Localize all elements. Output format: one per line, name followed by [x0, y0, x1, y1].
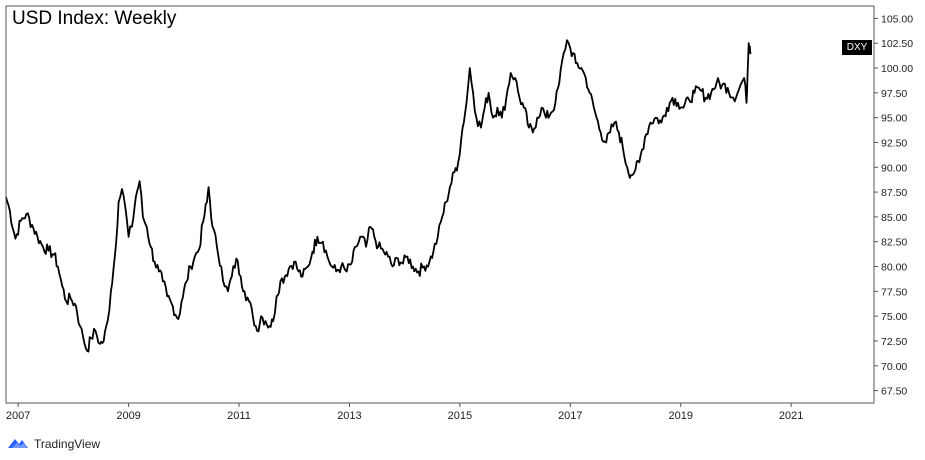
series-line-dxy	[5, 39, 752, 353]
y-tick-label: 102.50	[881, 38, 913, 50]
chart-title: USD Index: Weekly	[12, 8, 177, 29]
y-tick-label: 100.00	[881, 63, 913, 75]
y-tick-label: 87.50	[881, 187, 907, 199]
x-tick-label: 2015	[448, 410, 472, 422]
x-tick-label: 2007	[6, 410, 30, 422]
y-tick-label: 105.00	[881, 13, 913, 25]
chart: 105.00 102.50 100.00 97.50 95.00 92.50 90.00 87…	[5, 5, 913, 422]
y-axis-ticks: 105.00 102.50 100.00 97.50 95.00 92.50 90.00 87…	[874, 13, 913, 398]
tradingview-cloud-icon[interactable]	[6, 434, 30, 455]
x-axis-ticks: 2007 2009 2011 2013 2015 2017 2019 2021	[6, 403, 803, 422]
footer-brand[interactable]: TradingView	[34, 437, 101, 451]
y-tick-label: 67.50	[881, 386, 907, 398]
y-tick-label: 85.00	[881, 212, 907, 224]
x-tick-label: 2013	[337, 410, 361, 422]
y-tick-label: 97.50	[881, 88, 907, 100]
plot-border	[5, 5, 875, 404]
footer: TradingView	[6, 434, 100, 454]
x-tick-label: 2021	[779, 410, 803, 422]
x-tick-label: 2011	[227, 410, 251, 422]
y-tick-label: 70.00	[881, 361, 907, 373]
chart-frame: 105.00 102.50 100.00 97.50 95.00 92.50 90.00 87…	[5, 5, 913, 422]
y-tick-label: 90.00	[881, 162, 907, 174]
y-tick-label: 92.50	[881, 137, 907, 149]
series-badge: DXY	[842, 40, 872, 55]
x-tick-label: 2017	[558, 410, 582, 422]
x-tick-label: 2009	[116, 410, 140, 422]
y-tick-label: 77.50	[881, 286, 907, 298]
y-tick-label: 95.00	[881, 113, 907, 125]
x-tick-label: 2019	[669, 410, 693, 422]
y-tick-label: 72.50	[881, 336, 907, 348]
y-tick-label: 82.50	[881, 237, 907, 249]
y-tick-label: 80.00	[881, 262, 907, 274]
y-tick-label: 75.00	[881, 311, 907, 323]
